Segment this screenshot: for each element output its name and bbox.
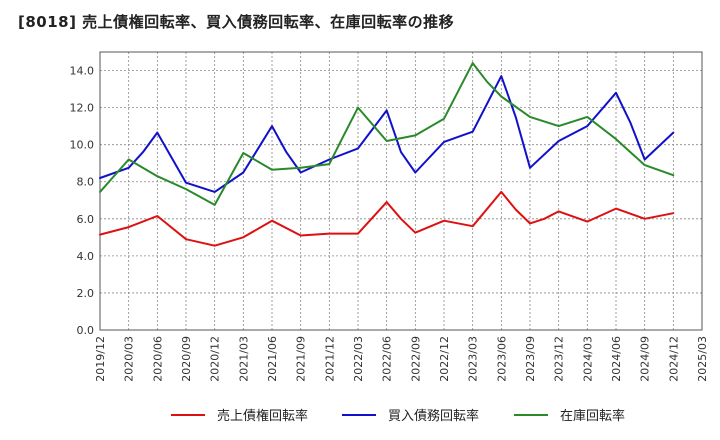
x-tick-label: 2022/06 — [381, 336, 394, 382]
x-tick-label: 2021/09 — [295, 336, 308, 382]
x-tick-label: 2022/03 — [352, 336, 365, 382]
x-tick-label: 2024/09 — [639, 336, 652, 382]
x-tick-label: 2020/09 — [180, 336, 193, 382]
x-tick-label: 2023/12 — [553, 336, 566, 382]
legend-item-receivables: 売上債権回転率 — [171, 405, 308, 424]
x-tick-label: 2025/03 — [696, 336, 709, 382]
x-tick-label: 2023/03 — [467, 336, 480, 382]
legend-swatch-inventory — [514, 413, 548, 416]
x-tick-label: 2020/12 — [209, 336, 222, 382]
legend-swatch-receivables — [171, 413, 205, 416]
y-tick-label: 14.0 — [70, 65, 95, 78]
y-tick-label: 8.0 — [77, 176, 95, 189]
legend-label-inventory: 在庫回転率 — [560, 409, 626, 424]
x-tick-label: 2020/06 — [151, 336, 164, 382]
x-tick-label: 2021/03 — [237, 336, 250, 382]
y-tick-label: 2.0 — [77, 287, 95, 300]
chart-title: [8018] 売上債権回転率、買入債務回転率、在庫回転率の推移 — [18, 13, 455, 31]
y-tick-label: 6.0 — [77, 213, 95, 226]
legend-swatch-payables — [342, 413, 376, 416]
x-tick-label: 2020/03 — [123, 336, 136, 382]
y-tick-label: 0.0 — [77, 324, 95, 337]
series-line-1 — [99, 75, 675, 193]
legend-item-payables: 買入債務回転率 — [342, 405, 479, 424]
x-tick-label: 2024/03 — [581, 336, 594, 382]
x-tick-label: 2022/12 — [438, 336, 451, 382]
x-tick-label: 2024/06 — [610, 336, 623, 382]
series-line-0 — [99, 190, 675, 247]
y-tick-label: 10.0 — [70, 139, 95, 152]
y-tick-label: 4.0 — [77, 250, 95, 263]
x-tick-label: 2023/06 — [495, 336, 508, 382]
chart-legend: 売上債権回転率 買入債務回転率 在庫回転率 — [0, 405, 720, 429]
x-tick-label: 2022/09 — [409, 336, 422, 382]
x-tick-label: 2019/12 — [94, 336, 107, 382]
legend-label-receivables: 売上債権回転率 — [217, 409, 309, 424]
legend-item-inventory: 在庫回転率 — [514, 405, 625, 424]
y-tick-label: 12.0 — [70, 102, 95, 115]
x-tick-label: 2024/12 — [667, 336, 680, 382]
x-tick-label: 2021/06 — [266, 336, 279, 382]
legend-label-payables: 買入債務回転率 — [388, 409, 480, 424]
x-tick-label: 2021/12 — [323, 336, 336, 382]
series-line-2 — [99, 62, 675, 206]
x-tick-label: 2023/09 — [524, 336, 537, 382]
